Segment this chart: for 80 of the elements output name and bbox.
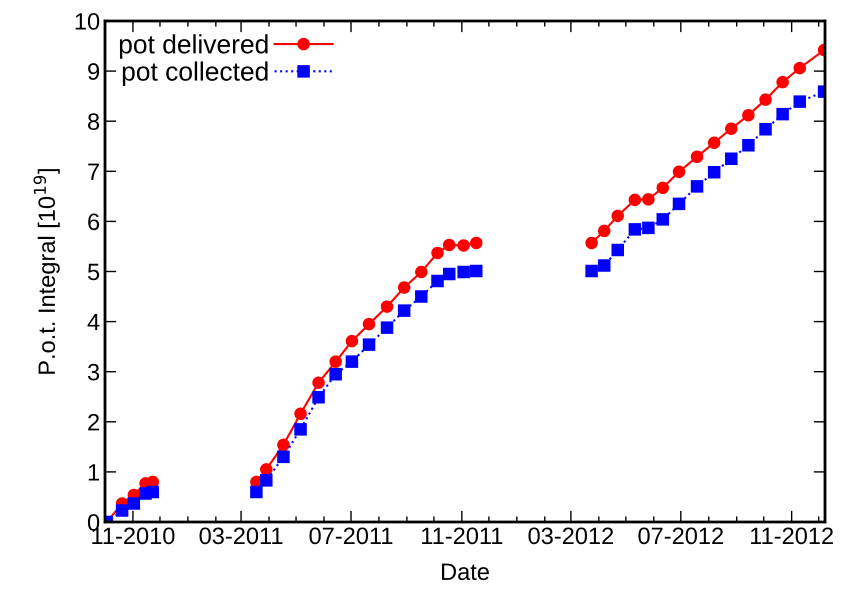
x-axis-title: Date: [442, 564, 489, 580]
point: [128, 497, 140, 510]
point: [776, 76, 789, 88]
x-tick-label: 07-2011: [309, 527, 392, 544]
point: [611, 244, 624, 256]
point: [398, 281, 410, 294]
legend-label: pot collected: [122, 61, 268, 86]
point: [362, 338, 376, 351]
y-tick-label: 3: [88, 364, 100, 380]
point: [759, 93, 772, 106]
y-tick-label: 5: [88, 264, 100, 280]
point: [725, 122, 738, 135]
point: [362, 318, 376, 330]
point: [759, 122, 772, 136]
point: [329, 355, 342, 368]
point: [672, 166, 686, 178]
x-tick-label: 03-2011: [200, 527, 282, 544]
point: [415, 266, 428, 278]
point: [690, 150, 704, 164]
point: [260, 474, 273, 487]
point: [442, 268, 456, 280]
point: [642, 222, 655, 234]
point: [470, 236, 483, 250]
point: [431, 246, 444, 260]
point: [742, 108, 755, 122]
point: [628, 194, 642, 206]
point: [146, 486, 160, 498]
x-tick-label: 11-2011: [422, 527, 502, 544]
point: [725, 152, 738, 166]
point: [776, 108, 789, 120]
point: [642, 193, 655, 206]
y-axis-title: P.o.t. Integral [10$^{19}$]: [34, 169, 60, 374]
point: [598, 224, 610, 238]
point: [598, 259, 610, 272]
point: [398, 304, 410, 317]
point: [116, 504, 128, 517]
point: [656, 182, 670, 194]
y-tick-label: 6: [88, 213, 100, 230]
point: [329, 368, 342, 380]
point: [294, 423, 307, 436]
point: [628, 223, 642, 236]
legend-label: pot delivered: [120, 34, 268, 59]
point: [312, 391, 325, 404]
point: [611, 210, 624, 222]
point: [380, 321, 394, 334]
point: [346, 334, 358, 348]
y-tick-label: 4: [88, 314, 100, 330]
point: [346, 355, 358, 368]
point: [457, 266, 470, 278]
point: [690, 180, 704, 193]
point: [794, 62, 806, 74]
point: [431, 274, 444, 288]
y-tick-label: 9: [88, 63, 100, 80]
point: [672, 198, 686, 210]
y-tick-label: 10: [76, 13, 100, 30]
point: [415, 290, 428, 303]
y-tick-label: 8: [88, 113, 100, 130]
point: [585, 236, 598, 250]
x-tick-label: 07-2012: [638, 527, 723, 544]
point: [742, 139, 755, 152]
point: [277, 450, 290, 464]
x-tick-label: 11-2012: [751, 527, 833, 544]
y-tick-label: 2: [88, 414, 99, 430]
point: [457, 239, 470, 252]
y-tick-label: 1: [88, 464, 99, 480]
point: [277, 438, 290, 452]
point: [708, 166, 720, 179]
point: [656, 213, 670, 226]
point: [380, 300, 394, 313]
point: [708, 136, 720, 149]
point: [470, 264, 483, 278]
point: [294, 408, 307, 420]
point: [250, 486, 263, 498]
y-tick-label: 7: [88, 164, 99, 180]
point: [442, 238, 456, 252]
point: [794, 95, 806, 108]
point: [312, 376, 325, 389]
x-tick-label: 03-2012: [528, 527, 614, 544]
point: [260, 463, 273, 476]
point: [585, 264, 598, 278]
